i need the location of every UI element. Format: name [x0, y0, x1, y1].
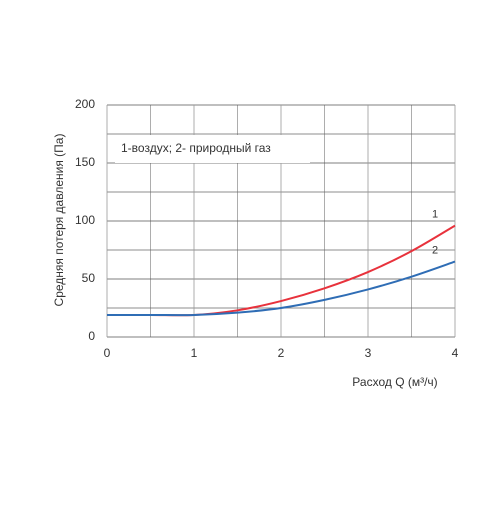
y-tick-label: 50 [82, 271, 96, 285]
y-tick-label: 150 [75, 155, 95, 169]
x-tick-label: 4 [452, 346, 459, 360]
series-line [107, 260, 456, 317]
y-tick-label: 0 [88, 329, 95, 343]
legend-box [115, 135, 310, 163]
annotation: 1-воздух; 2- природный газ [121, 141, 271, 155]
y-axis-label: Средняя потеря давления (Па) [52, 134, 66, 307]
y-tick-label: 200 [75, 97, 95, 111]
series-label: 2 [432, 245, 438, 257]
x-axis-label: Расход Q (м³/ч) [352, 375, 437, 389]
x-tick-label: 2 [278, 346, 285, 360]
series-label: 1 [432, 209, 438, 221]
x-tick-label: 0 [104, 346, 111, 360]
y-tick-label: 100 [75, 213, 95, 227]
x-tick-label: 3 [365, 346, 372, 360]
x-tick-label: 1 [191, 346, 198, 360]
